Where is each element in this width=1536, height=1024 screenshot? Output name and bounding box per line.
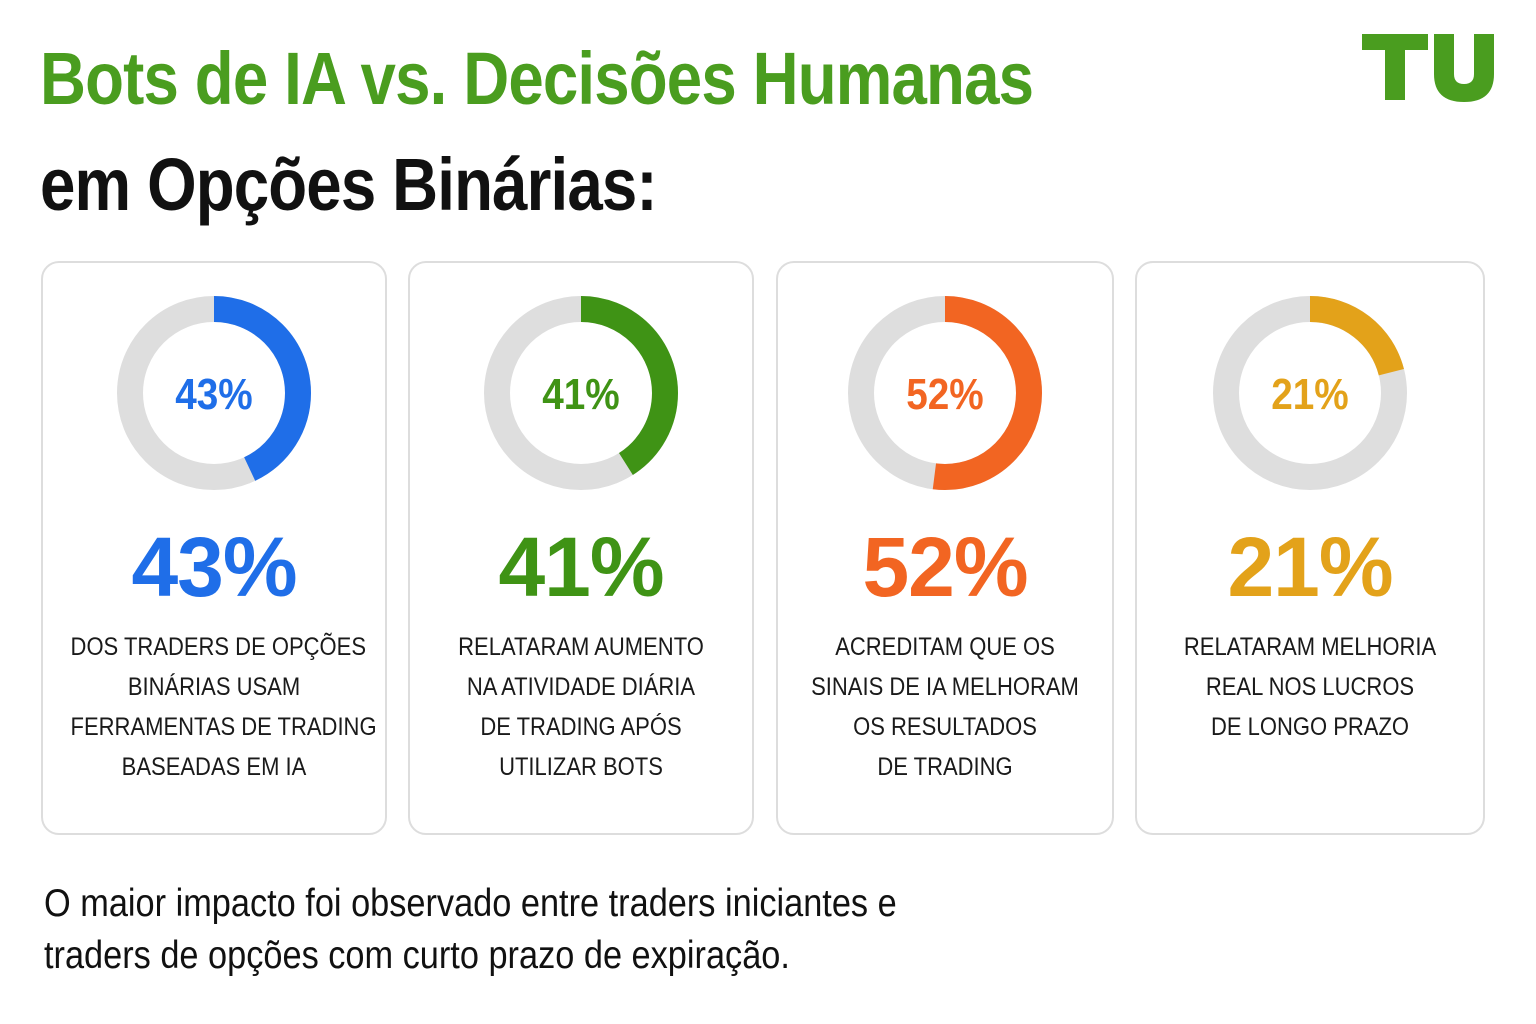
stat-description: ACREDITAM QUE OS SINAIS DE IA MELHORAM OS … [786,627,1104,787]
logo-t-stem [1385,34,1405,100]
title-line-2: em Opções Binárias: [40,143,658,226]
stat-card: 43% 43% DOS TRADERS DE OPÇÕES BINÁRIAS USAM… [41,261,387,835]
footer-note: O maior impacto foi observado entre trad… [44,878,897,982]
footer-line-1: O maior impacto foi observado entre trad… [44,882,897,925]
donut-value-arc [117,296,311,490]
stat-description-line: FERRAMENTAS DE TRADING [70,713,377,741]
stat-description-line: SINAIS DE IA MELHORAM [811,673,1079,701]
stat-card: 41% 41% RELATARAM AUMENTO NA ATIVIDADE DIÁR… [408,261,754,835]
stat-description: RELATARAM MELHORIA REAL NOS LUCROS DE LONG… [1145,627,1475,747]
stat-description: DOS TRADERS DE OPÇÕES BINÁRIAS USAM FERRAM… [51,627,377,787]
logo-u-shape [1434,34,1494,102]
donut-chart: 21% [1213,296,1407,490]
tu-logo [1362,34,1494,102]
stat-card: 21% 21% RELATARAM MELHORIA REAL NOS LUCROS D… [1135,261,1485,835]
stat-description-line: BINÁRIAS USAM [127,673,301,701]
stat-description-line: NA ATIVIDADE DIÁRIA [466,673,696,701]
stat-description-line: OS RESULTADOS [853,713,1037,741]
stat-description-line: DOS TRADERS DE OPÇÕES [70,633,366,661]
donut-value-arc [484,296,678,490]
stat-percentage: 43% [131,520,297,614]
stat-percentage: 21% [1227,520,1393,614]
stat-description-line: DE TRADING [877,753,1013,781]
stat-percentage: 52% [862,520,1028,614]
donut-chart: 43% [117,296,311,490]
stat-description: RELATARAM AUMENTO NA ATIVIDADE DIÁRIA DE T… [418,627,744,787]
stat-percentage: 41% [498,520,664,614]
stat-description-line: RELATARAM AUMENTO [458,633,704,661]
donut-chart: 41% [484,296,678,490]
stat-description-line: UTILIZAR BOTS [499,753,663,781]
stat-description-line: REAL NOS LUCROS [1205,673,1415,701]
footer-line-2: traders de opções com curto prazo de exp… [44,934,790,977]
donut-chart: 52% [848,296,1042,490]
donut-value-arc [848,296,1042,490]
stat-description-line: RELATARAM MELHORIA [1183,633,1437,661]
stat-description-line: DE TRADING APÓS [480,713,682,741]
title-line-1: Bots de IA vs. Decisões Humanas [40,37,1034,120]
donut-center-label: 52% [906,369,983,419]
donut-value-arc [1213,296,1407,490]
stat-description-line: BASEADAS EM IA [121,753,307,781]
stat-description-line: DE LONGO PRAZO [1210,713,1410,741]
stat-description-line: ACREDITAM QUE OS [835,633,1055,661]
stat-card: 52% 52% ACREDITAM QUE OS SINAIS DE IA MELHO… [776,261,1114,835]
donut-center-label: 21% [1271,369,1348,419]
donut-center-label: 41% [542,369,619,419]
donut-center-label: 43% [175,369,252,419]
